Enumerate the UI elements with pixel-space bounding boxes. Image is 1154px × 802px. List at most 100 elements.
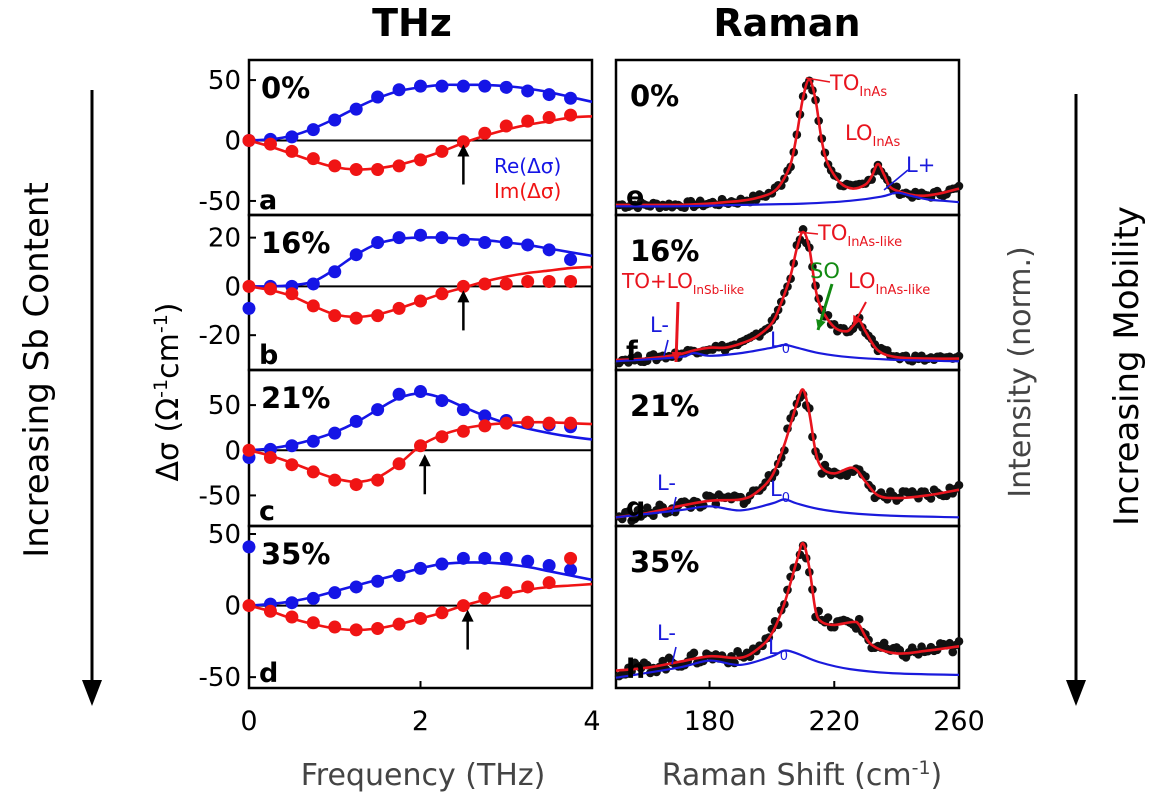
- im-point: [478, 591, 492, 605]
- im-point: [564, 108, 578, 122]
- re-point: [306, 434, 320, 448]
- raman-data-point: [689, 648, 699, 658]
- im-point: [371, 473, 385, 487]
- re-point: [328, 265, 342, 279]
- im-point: [499, 277, 513, 291]
- lo-inas-like-label: LOInAs-like: [848, 269, 930, 298]
- re-point: [521, 238, 535, 252]
- raman-fit-line: [616, 78, 960, 207]
- l0-label: L0: [770, 328, 790, 357]
- im-point: [478, 419, 492, 433]
- im-point: [285, 287, 299, 301]
- panel-letter: g: [626, 492, 645, 523]
- im-point: [478, 277, 492, 291]
- raman-data-point: [954, 480, 964, 490]
- re-point: [521, 84, 535, 98]
- im-point: [306, 299, 320, 313]
- panel-letter: a: [259, 185, 277, 216]
- panel-letter: d: [259, 658, 278, 689]
- thz-panel-c: -50 0 50 21% c: [199, 368, 594, 528]
- re-point: [349, 102, 363, 116]
- re-point: [306, 123, 320, 137]
- im-point: [263, 282, 277, 296]
- re-point: [564, 91, 578, 105]
- x-tick-label: 0: [240, 706, 257, 737]
- re-point: [392, 569, 406, 583]
- im-point: [328, 159, 342, 173]
- y-tick-label: 0: [224, 436, 241, 466]
- left-down-arrowhead: [82, 680, 102, 706]
- im-point: [263, 450, 277, 464]
- im-point: [242, 134, 256, 148]
- re-point: [456, 233, 470, 247]
- re-point: [478, 409, 492, 423]
- im-point: [564, 275, 578, 289]
- im-point: [285, 458, 299, 472]
- phonon-mode-line: [615, 191, 960, 208]
- to-inas-like-leader: [797, 231, 819, 235]
- re-point: [435, 79, 449, 93]
- re-point: [392, 231, 406, 245]
- to-inas-like-label: TOInAs-like: [817, 221, 902, 250]
- im-point: [371, 309, 385, 323]
- panel-letter: e: [626, 181, 644, 212]
- re-point: [306, 591, 320, 605]
- to-lo-arrow-head: [671, 351, 682, 362]
- im-point: [456, 279, 470, 293]
- im-point: [414, 611, 427, 625]
- im-point: [328, 620, 342, 634]
- im-fit-line: [248, 265, 593, 319]
- thz-panel-b: -20 0 20 16% b: [199, 213, 594, 372]
- panel-letter: b: [259, 340, 278, 371]
- re-point: [456, 79, 470, 93]
- im-point: [349, 311, 363, 325]
- panel-letter: c: [259, 496, 275, 527]
- panel-letter: h: [626, 654, 645, 685]
- im-point: [392, 301, 406, 315]
- re-point: [285, 130, 299, 144]
- re-point: [478, 236, 492, 250]
- legend-re: Re(Δσ): [494, 154, 561, 178]
- re-point: [371, 574, 385, 588]
- im-point: [521, 415, 535, 429]
- re-point: [542, 243, 556, 257]
- x-tick-label: 220: [808, 706, 860, 737]
- l-minus-leader: [663, 339, 669, 357]
- re-point: [328, 586, 342, 600]
- x-tick-label: 4: [583, 706, 600, 737]
- raman-data-point: [823, 613, 833, 622]
- lo-inas-like-arrow-head: [853, 314, 863, 326]
- to-lo-arrow-line: [674, 301, 680, 363]
- im-point: [564, 416, 578, 430]
- y-tick-label: -50: [199, 663, 241, 693]
- composition-label: 35%: [630, 545, 699, 579]
- raman-data-point: [954, 637, 964, 646]
- re-point: [564, 253, 578, 267]
- im-point: [263, 137, 277, 151]
- composition-label: 16%: [261, 226, 330, 260]
- crossing-arrow-head: [457, 290, 470, 303]
- re-point: [435, 394, 449, 408]
- y-tick-label: 50: [208, 391, 241, 421]
- im-point: [306, 465, 320, 479]
- raman-panel-e: 0% e: [614, 58, 964, 217]
- re-point: [306, 277, 320, 291]
- left-side-label: Increasing Sb Content: [17, 182, 57, 558]
- l0-label: L0: [768, 635, 788, 664]
- im-point: [285, 144, 299, 158]
- y-tick-label: 50: [208, 66, 241, 96]
- im-point: [521, 580, 535, 594]
- im-point: [542, 416, 556, 430]
- so-label: SO: [810, 259, 840, 283]
- re-point: [392, 387, 406, 401]
- im-point: [499, 119, 513, 133]
- raman-y-axis-label: Intensity (norm.): [1003, 246, 1038, 497]
- im-point: [435, 430, 449, 444]
- raman-data-point: [624, 507, 633, 516]
- re-point: [499, 236, 513, 250]
- re-point: [414, 561, 427, 575]
- re-point: [435, 231, 449, 245]
